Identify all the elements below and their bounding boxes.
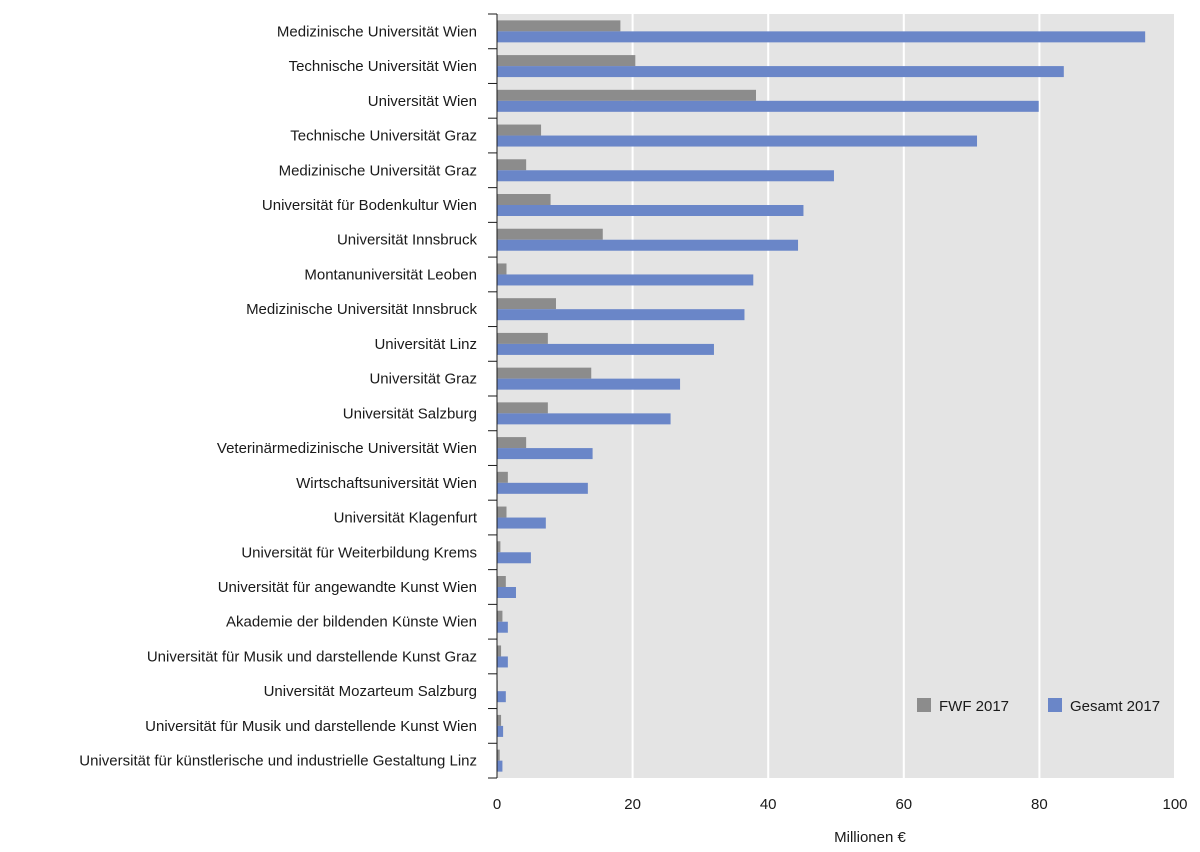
bar-fwf-2017	[497, 124, 542, 136]
bar-gesamt-2017	[497, 760, 503, 772]
bar-fwf-2017	[497, 298, 556, 310]
bar-gesamt-2017	[497, 274, 754, 286]
legend-swatch	[1048, 698, 1062, 712]
bar-fwf-2017	[497, 645, 502, 657]
category-label: Universität für künstlerische und indust…	[79, 753, 477, 770]
bar-fwf-2017	[497, 55, 636, 67]
bar-gesamt-2017	[497, 621, 508, 633]
bar-fwf-2017	[497, 89, 756, 101]
category-label: Universität Mozarteum Salzburg	[264, 683, 477, 700]
bar-fwf-2017	[497, 402, 548, 414]
x-tick-label: 60	[895, 796, 912, 813]
category-label: Montanuniversität Leoben	[304, 266, 477, 283]
bar-gesamt-2017	[497, 448, 593, 460]
bar-gesamt-2017	[497, 413, 671, 425]
category-label: Universität Klagenfurt	[334, 510, 478, 527]
bar-fwf-2017	[497, 159, 527, 171]
bar-fwf-2017	[497, 576, 506, 587]
bars	[497, 20, 1146, 772]
category-label: Universität Wien	[368, 93, 477, 110]
bar-gesamt-2017	[497, 725, 504, 737]
category-label: Medizinische Universität Wien	[277, 23, 477, 40]
category-label: Medizinische Universität Graz	[279, 162, 477, 179]
bar-gesamt-2017	[497, 552, 531, 564]
bar-fwf-2017	[497, 194, 551, 205]
legend-label: FWF 2017	[939, 698, 1009, 715]
bar-gesamt-2017	[497, 587, 516, 598]
bar-fwf-2017	[497, 332, 548, 344]
category-label: Universität für Musik und darstellende K…	[145, 718, 477, 735]
bar-gesamt-2017	[497, 135, 978, 147]
bar-fwf-2017	[497, 20, 621, 32]
x-axis-label: Millionen €	[834, 829, 906, 846]
bar-fwf-2017	[497, 610, 503, 622]
bar-fwf-2017	[497, 367, 592, 379]
legend: FWF 2017 Gesamt 2017	[917, 698, 1160, 715]
bar-gesamt-2017	[497, 309, 745, 321]
bar-gesamt-2017	[497, 343, 714, 355]
bar-fwf-2017	[497, 506, 507, 518]
category-label: Universität für Bodenkultur Wien	[262, 197, 477, 214]
category-label: Technische Universität Graz	[290, 128, 477, 145]
bar-gesamt-2017	[497, 66, 1064, 78]
category-label: Universität für angewandte Kunst Wien	[218, 579, 477, 596]
category-label: Universität Innsbruck	[337, 232, 478, 249]
bar-gesamt-2017	[497, 656, 508, 668]
category-label: Universität Graz	[369, 371, 477, 388]
bar-fwf-2017	[497, 471, 508, 483]
category-label: Wirtschaftsuniversität Wien	[296, 475, 477, 492]
x-tick-labels: 0 20 40 60 80 100	[493, 796, 1188, 813]
bar-fwf-2017	[497, 228, 603, 240]
category-label: Medizinische Universität Innsbruck	[246, 301, 477, 318]
plot-area	[497, 14, 1175, 778]
legend-swatch	[917, 698, 931, 712]
bar-gesamt-2017	[497, 239, 799, 251]
y-axis	[488, 13, 498, 779]
x-tick-label: 40	[760, 796, 777, 813]
bar-fwf-2017	[497, 437, 527, 449]
x-tick-label: 0	[493, 796, 501, 813]
category-label: Universität Salzburg	[343, 405, 477, 422]
x-tick-label: 80	[1031, 796, 1048, 813]
bar-gesamt-2017	[497, 100, 1039, 112]
bar-gesamt-2017	[497, 378, 681, 390]
bar-gesamt-2017	[497, 482, 588, 494]
x-tick-label: 20	[624, 796, 641, 813]
category-label: Universität für Weiterbildung Krems	[241, 544, 477, 561]
bar-gesamt-2017	[497, 517, 546, 529]
bar-fwf-2017	[497, 749, 500, 761]
bar-fwf-2017	[497, 541, 501, 553]
legend-label: Gesamt 2017	[1070, 698, 1160, 715]
bar-gesamt-2017	[497, 170, 834, 182]
category-label: Akademie der bildenden Künste Wien	[226, 614, 477, 631]
bar-gesamt-2017	[497, 205, 804, 216]
category-label: Technische Universität Wien	[289, 58, 477, 75]
bar-fwf-2017	[497, 263, 507, 275]
category-label: Universität Linz	[374, 336, 477, 353]
category-labels: Medizinische Universität Wien Technische …	[79, 23, 478, 769]
bar-gesamt-2017	[497, 31, 1146, 43]
category-label: Veterinärmedizinische Universität Wien	[217, 440, 477, 457]
category-label: Universität für Musik und darstellende K…	[147, 648, 477, 665]
bar-fwf-2017	[497, 714, 502, 726]
bar-gesamt-2017	[497, 691, 506, 703]
x-tick-label: 100	[1162, 796, 1187, 813]
